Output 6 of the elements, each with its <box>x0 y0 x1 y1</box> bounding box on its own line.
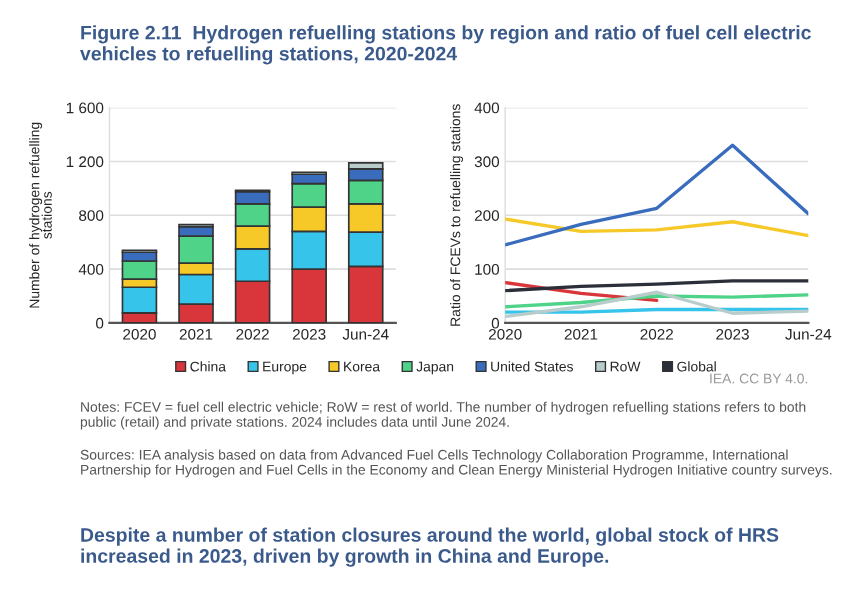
bar <box>121 260 158 281</box>
line-series <box>505 290 809 319</box>
line-series <box>505 217 809 238</box>
text: Figure 2.11 Hydrogen refuelling stations by region and ratio of fuel cell electric vehicles to refuelling stations, 2020-2024 <box>80 25 811 65</box>
line-series <box>505 143 809 247</box>
text: Despite a number of station closures around the world, global stock of HRS increased in 2023, driven by growth in China and Europe. <box>81 527 779 567</box>
